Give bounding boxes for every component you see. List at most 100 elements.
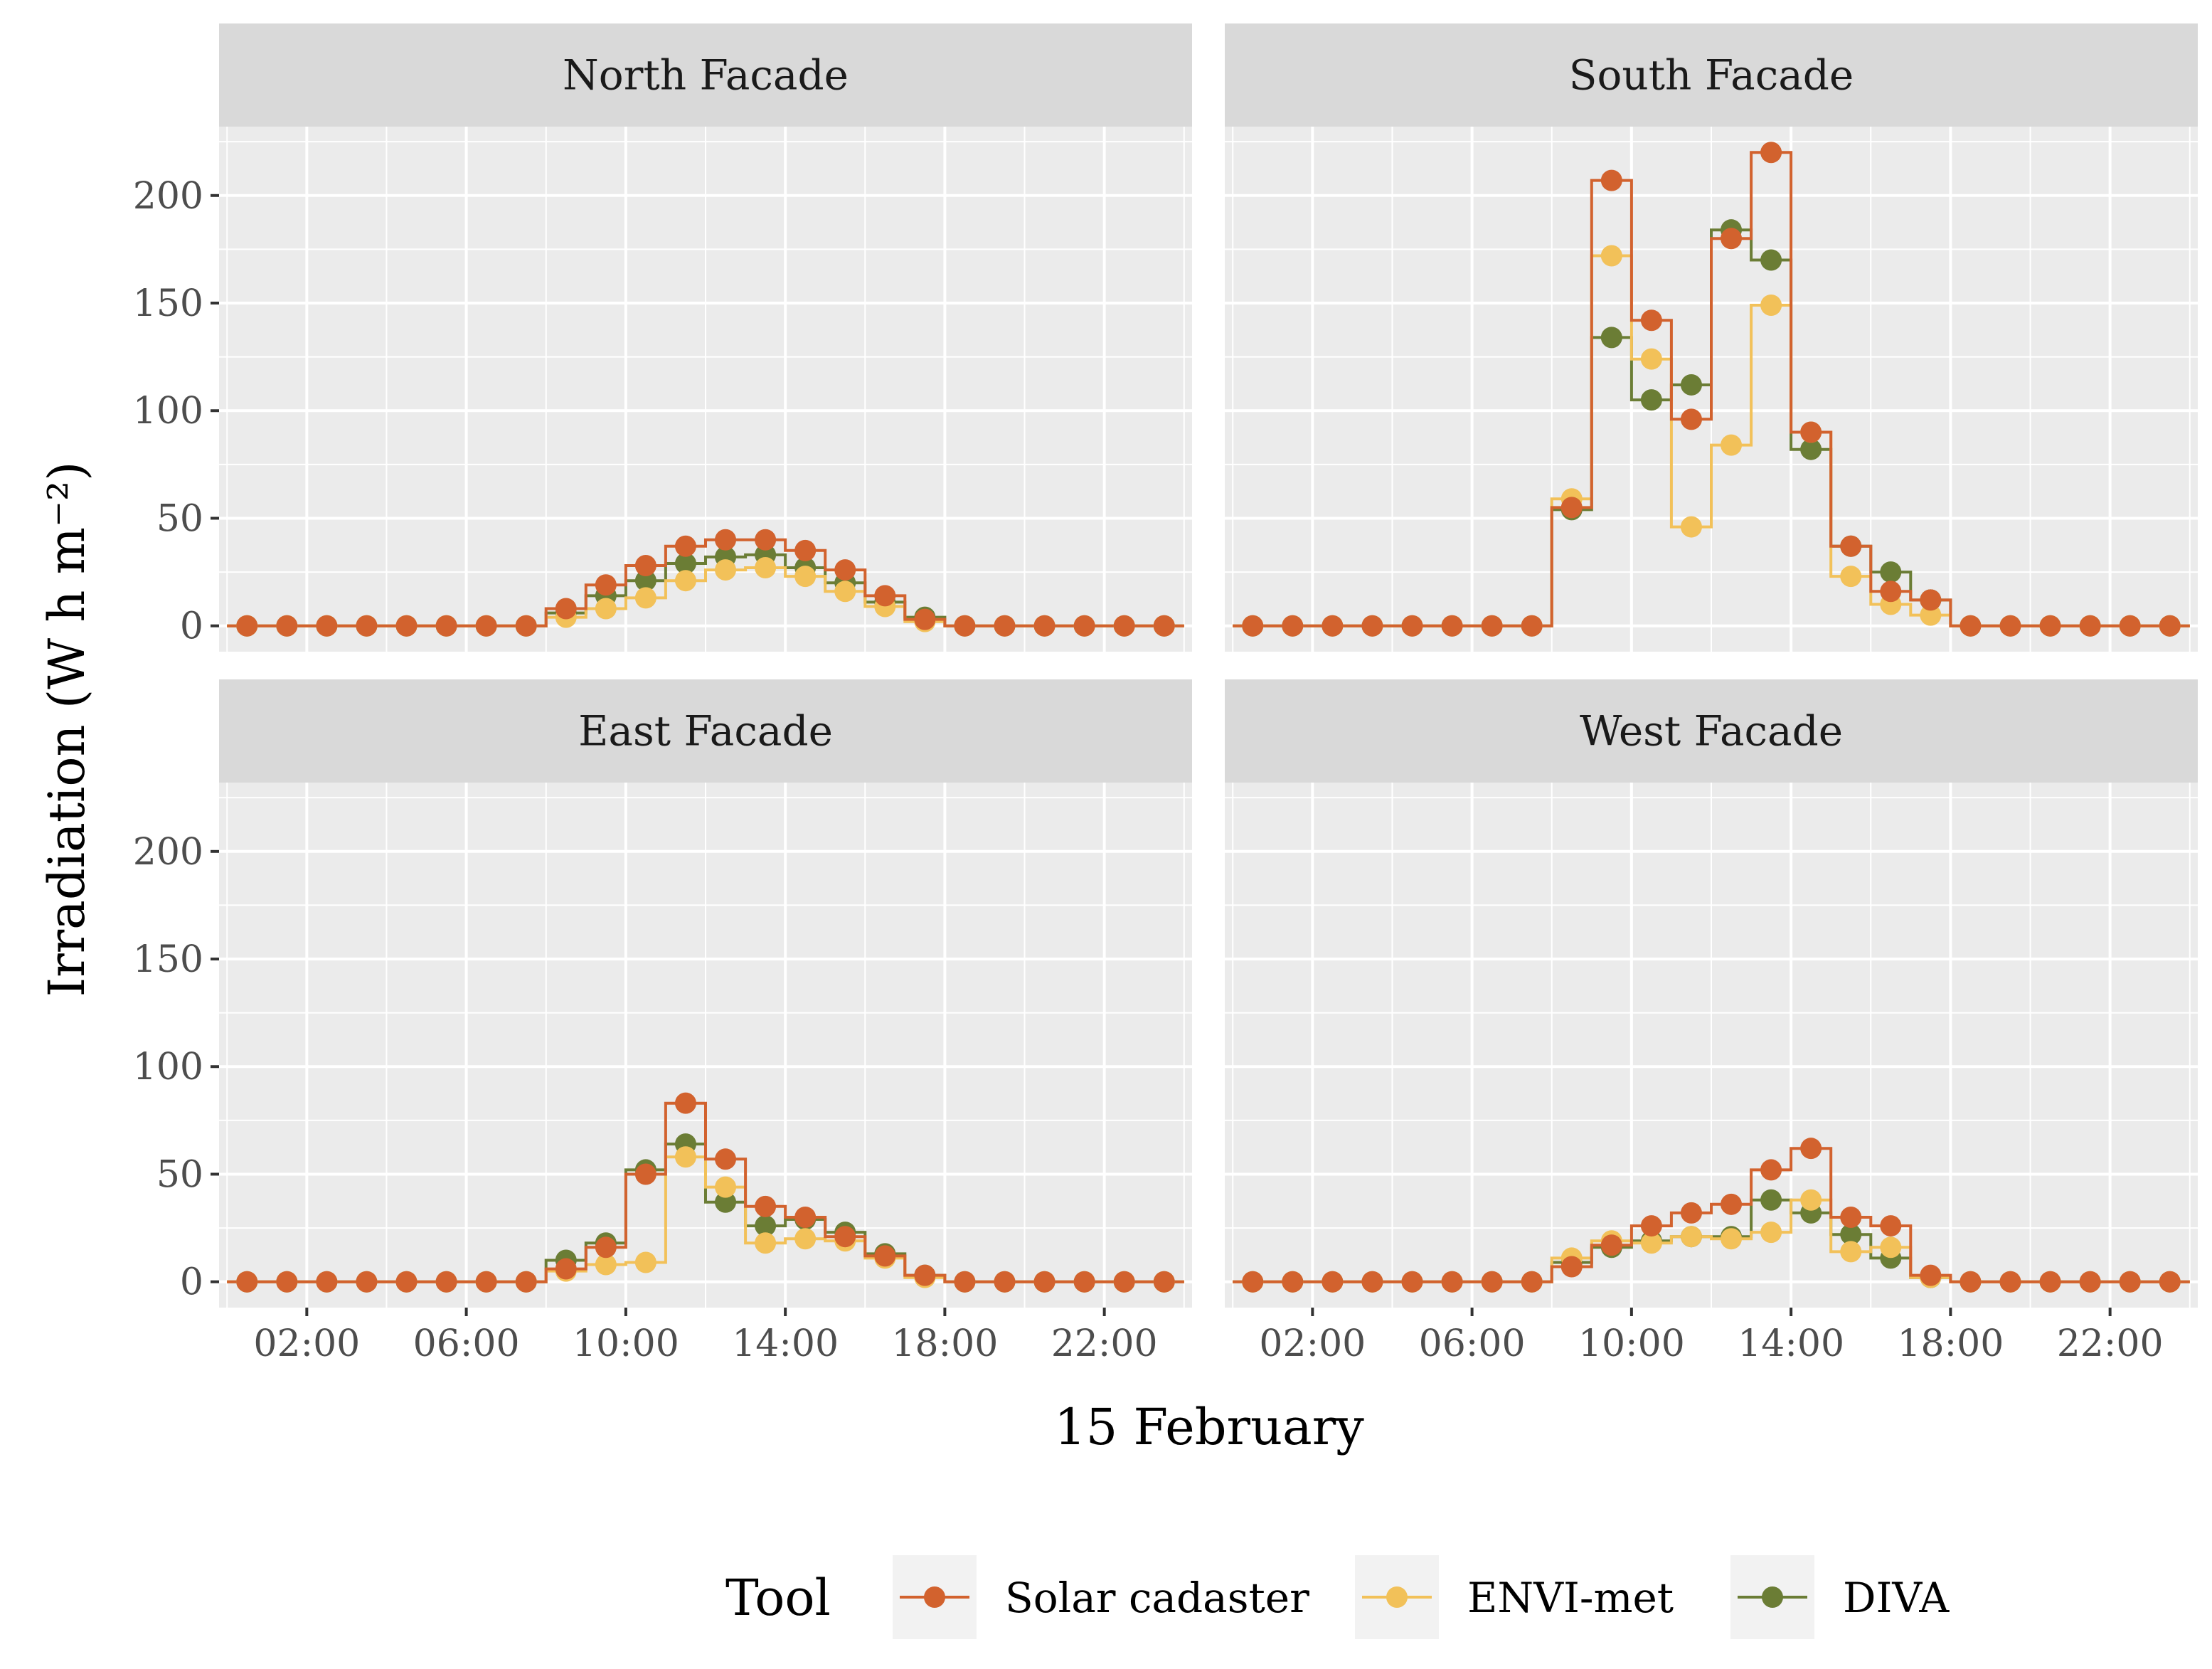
point-solar-cadaster: [595, 1236, 617, 1259]
point-solar-cadaster: [2079, 1271, 2101, 1293]
strip-north-facade: [219, 23, 1192, 127]
point-solar-cadaster: [715, 529, 737, 551]
point-solar-cadaster: [1242, 1271, 1264, 1293]
point-solar-cadaster: [1113, 1271, 1135, 1293]
legend: Tool Solar cadaster ENVI-met DIVA: [725, 1555, 1950, 1639]
point-solar-cadaster: [1920, 1264, 1942, 1286]
point-solar-cadaster: [316, 615, 338, 637]
y-tick-label: 150: [133, 282, 203, 325]
point-envi-met: [1840, 1241, 1862, 1263]
legend-label: Solar cadaster: [1005, 1574, 1309, 1622]
x-tick-label: 02:00: [1259, 1323, 1366, 1365]
point-solar-cadaster: [1401, 1271, 1423, 1293]
point-solar-cadaster: [1322, 615, 1344, 637]
point-solar-cadaster: [1441, 615, 1463, 637]
point-envi-met: [595, 1254, 617, 1276]
point-solar-cadaster: [1680, 1202, 1702, 1224]
panel-east-facade: East Facade 0 50 100 150 200 02:00 06:00 10:00 14…: [133, 679, 1192, 1365]
point-solar-cadaster: [2119, 1271, 2141, 1293]
point-envi-met: [1920, 604, 1942, 626]
point-solar-cadaster: [1920, 589, 1942, 611]
point-solar-cadaster: [1800, 1138, 1822, 1160]
y-tick-label: 100: [133, 1046, 203, 1088]
strip-south-facade: [1225, 23, 2198, 127]
legend-label: DIVA: [1843, 1574, 1950, 1622]
point-envi-met: [595, 598, 617, 620]
y-tick-label: 50: [156, 497, 203, 540]
strip-east-facade: [219, 679, 1192, 783]
point-solar-cadaster: [475, 1271, 497, 1293]
point-envi-met: [634, 587, 656, 609]
panels-layer: North Facade 0 50 100 150 200 South Facade East…: [133, 23, 2198, 1365]
x-tick-label: 10:00: [573, 1323, 679, 1365]
point-solar-cadaster: [2079, 615, 2101, 637]
x-tick-label: 10:00: [1578, 1323, 1685, 1365]
point-solar-cadaster: [1033, 1271, 1056, 1293]
point-envi-met: [715, 1176, 737, 1198]
point-solar-cadaster: [1999, 615, 2021, 637]
y-tick-label: 200: [133, 831, 203, 874]
point-solar-cadaster: [1999, 1271, 2021, 1293]
panel-south-facade: South Facade: [1225, 23, 2198, 652]
point-solar-cadaster: [2119, 615, 2141, 637]
point-solar-cadaster: [1840, 1206, 1862, 1228]
point-solar-cadaster: [555, 598, 577, 620]
point-solar-cadaster: [1760, 142, 1782, 164]
point-solar-cadaster: [1401, 615, 1423, 637]
point-diva: [1680, 373, 1702, 396]
point-envi-met: [1721, 434, 1743, 456]
point-solar-cadaster: [1481, 615, 1503, 637]
point-envi-met: [834, 581, 856, 603]
point-diva: [1640, 389, 1662, 411]
point-solar-cadaster: [1033, 615, 1056, 637]
point-solar-cadaster: [1282, 1271, 1304, 1293]
point-diva: [1800, 438, 1822, 460]
point-envi-met: [1721, 1228, 1743, 1250]
y-tick-label: 200: [133, 175, 203, 218]
point-envi-met: [1680, 516, 1702, 538]
legend-key-point: [924, 1586, 945, 1608]
point-solar-cadaster: [356, 615, 378, 637]
point-solar-cadaster: [2159, 1271, 2181, 1293]
point-solar-cadaster: [1521, 615, 1543, 637]
legend-key-point: [1386, 1586, 1408, 1608]
y-tick-label: 100: [133, 390, 203, 433]
point-solar-cadaster: [834, 559, 856, 581]
point-solar-cadaster: [1153, 615, 1175, 637]
point-envi-met: [634, 1251, 656, 1273]
panel-north-facade: North Facade 0 50 100 150 200: [133, 23, 1192, 652]
point-diva: [1880, 561, 1902, 583]
y-tick-label: 150: [133, 938, 203, 981]
point-solar-cadaster: [994, 615, 1016, 637]
point-diva: [674, 552, 696, 574]
point-envi-met: [1600, 245, 1622, 267]
x-tick-label: 18:00: [1897, 1323, 2004, 1365]
point-envi-met: [1840, 566, 1862, 588]
y-tick-label: 0: [180, 1261, 203, 1304]
point-solar-cadaster: [834, 1226, 856, 1248]
point-envi-met: [755, 1232, 777, 1254]
x-tick-label: 02:00: [253, 1323, 360, 1365]
point-solar-cadaster: [1560, 1256, 1583, 1278]
point-diva: [755, 1215, 777, 1237]
point-envi-met: [674, 1146, 696, 1168]
point-solar-cadaster: [1113, 615, 1135, 637]
point-solar-cadaster: [515, 615, 537, 637]
legend-item-envi-met: ENVI-met: [1355, 1555, 1674, 1639]
point-envi-met: [1800, 1189, 1822, 1211]
point-envi-met: [1760, 1222, 1782, 1244]
point-solar-cadaster: [794, 1206, 817, 1228]
point-solar-cadaster: [1880, 1215, 1902, 1237]
point-envi-met: [674, 570, 696, 592]
point-solar-cadaster: [1242, 615, 1264, 637]
point-solar-cadaster: [1721, 228, 1743, 250]
point-solar-cadaster: [1640, 1215, 1662, 1237]
legend-label: ENVI-met: [1467, 1574, 1674, 1622]
legend-item-solar-cadaster: Solar cadaster: [893, 1555, 1309, 1639]
point-solar-cadaster: [874, 1245, 896, 1267]
point-solar-cadaster: [1840, 535, 1862, 557]
x-tick-label: 06:00: [1419, 1323, 1526, 1365]
point-solar-cadaster: [874, 585, 896, 607]
point-envi-met: [1760, 295, 1782, 317]
point-solar-cadaster: [276, 1271, 298, 1293]
